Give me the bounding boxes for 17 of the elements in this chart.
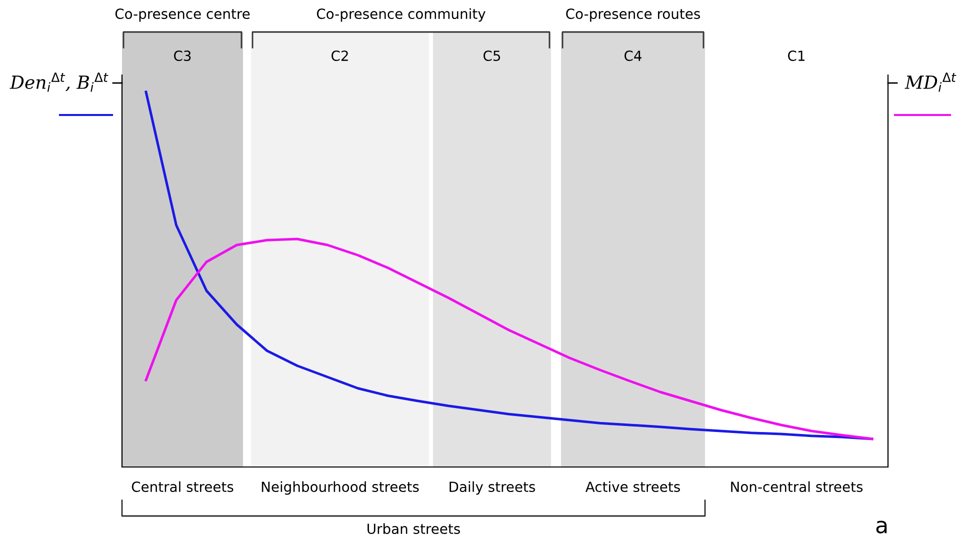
text: Daily streets xyxy=(450,481,536,495)
text: C3 xyxy=(174,50,191,62)
text: C1 xyxy=(788,50,804,62)
y-axis-title: Den$_{i}$$^{Δt}$, B$_{i}$$^{Δt}$ xyxy=(10,72,108,92)
y2-axis-title: MD$_{i}$$^{Δt}$ xyxy=(904,72,956,92)
text: Active streets xyxy=(585,481,680,492)
text: Co-presence routes xyxy=(566,8,700,22)
text: a xyxy=(876,520,887,534)
text: Central streets xyxy=(132,481,234,492)
text: Neighbourhood streets xyxy=(262,481,419,495)
text: Urban streets xyxy=(368,523,460,534)
text: C5 xyxy=(484,50,500,62)
text: C4 xyxy=(624,50,642,62)
text: Non-central streets xyxy=(731,481,863,492)
text: Co-presence community xyxy=(316,8,486,22)
text: C2 xyxy=(332,50,348,62)
text: Co-presence centre xyxy=(115,8,250,22)
